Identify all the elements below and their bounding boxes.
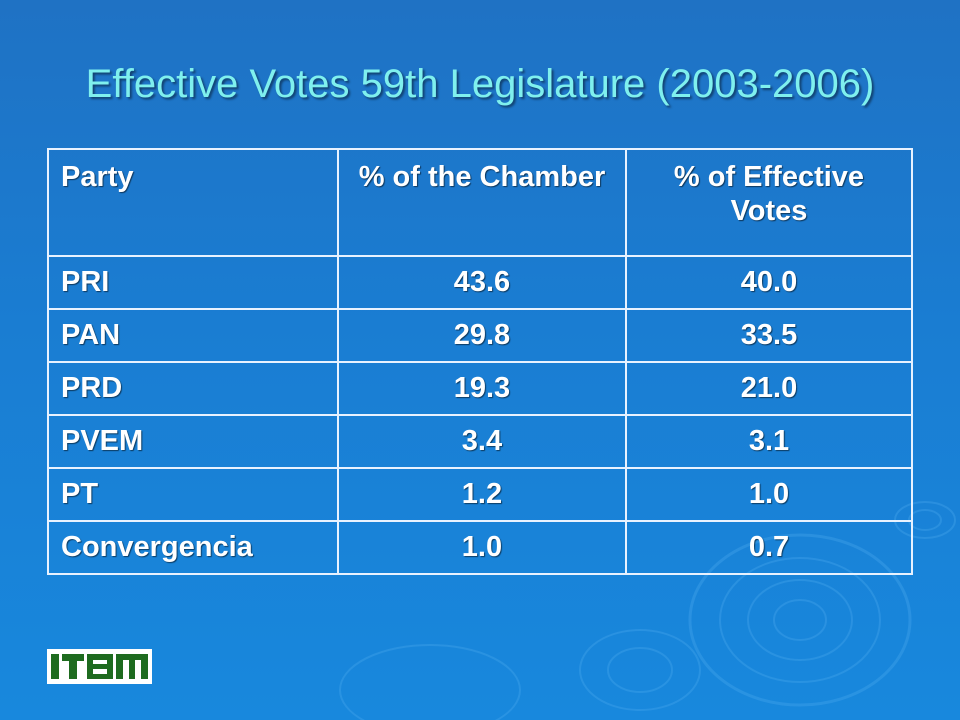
itam-logo (47, 649, 152, 684)
effective-votes-cell: 0.7 (624, 520, 914, 575)
chamber-percent-cell: 43.6 (336, 255, 627, 310)
header-chamber-percent: % of the Chamber (336, 148, 627, 257)
table-row: PAN 29.8 33.5 (47, 308, 914, 363)
effective-votes-cell: 1.0 (624, 467, 914, 522)
table-header-row: Party % of the Chamber % of Effective Vo… (47, 148, 914, 257)
party-cell: PRD (47, 361, 339, 416)
table-row: PRD 19.3 21.0 (47, 361, 914, 416)
header-party: Party (47, 148, 339, 257)
effective-votes-cell: 3.1 (624, 414, 914, 469)
party-cell: PT (47, 467, 339, 522)
header-effective-votes-percent: % of Effective Votes (624, 148, 914, 257)
party-cell: PAN (47, 308, 339, 363)
chamber-percent-cell: 19.3 (336, 361, 627, 416)
slide-title: Effective Votes 59th Legislature (2003-2… (85, 62, 875, 106)
table-row: PVEM 3.4 3.1 (47, 414, 914, 469)
results-table: Party % of the Chamber % of Effective Vo… (47, 148, 914, 575)
party-cell: Convergencia (47, 520, 339, 575)
table-row: PT 1.2 1.0 (47, 467, 914, 522)
effective-votes-cell: 21.0 (624, 361, 914, 416)
table-row: PRI 43.6 40.0 (47, 255, 914, 310)
effective-votes-cell: 33.5 (624, 308, 914, 363)
party-cell: PRI (47, 255, 339, 310)
effective-votes-cell: 40.0 (624, 255, 914, 310)
chamber-percent-cell: 3.4 (336, 414, 627, 469)
table-row: Convergencia 1.0 0.7 (47, 520, 914, 575)
chamber-percent-cell: 1.0 (336, 520, 627, 575)
chamber-percent-cell: 1.2 (336, 467, 627, 522)
party-cell: PVEM (47, 414, 339, 469)
chamber-percent-cell: 29.8 (336, 308, 627, 363)
itam-logo-icon (51, 654, 148, 679)
